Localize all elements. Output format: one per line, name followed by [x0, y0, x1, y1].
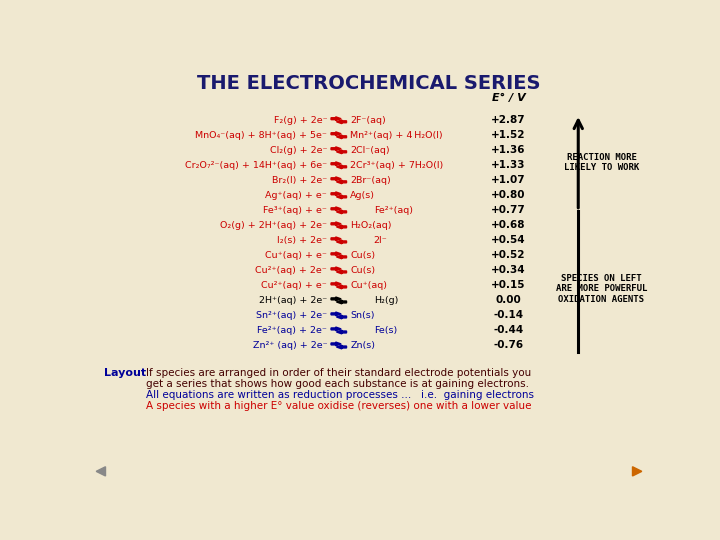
Text: +1.36: +1.36: [491, 145, 526, 156]
FancyArrow shape: [336, 315, 346, 319]
FancyArrow shape: [331, 312, 341, 316]
Text: Br₂(l) + 2e⁻: Br₂(l) + 2e⁻: [272, 176, 327, 185]
FancyArrow shape: [336, 240, 346, 244]
Text: THE ELECTROCHEMICAL SERIES: THE ELECTROCHEMICAL SERIES: [197, 74, 541, 93]
Text: 2H⁺(aq) + 2e⁻: 2H⁺(aq) + 2e⁻: [259, 296, 327, 305]
Polygon shape: [632, 467, 642, 476]
FancyArrow shape: [336, 120, 346, 124]
Text: Cl₂(g) + 2e⁻: Cl₂(g) + 2e⁻: [270, 146, 327, 155]
Text: Fe²⁺(aq) + 2e⁻: Fe²⁺(aq) + 2e⁻: [257, 326, 327, 335]
FancyArrow shape: [331, 177, 341, 181]
Text: Sn²⁺(aq) + 2e⁻: Sn²⁺(aq) + 2e⁻: [256, 311, 327, 320]
Text: Fe(s): Fe(s): [374, 326, 397, 335]
Text: 2Br⁻(aq): 2Br⁻(aq): [351, 176, 391, 185]
Text: 2Cr³⁺(aq) + 7H₂O(l): 2Cr³⁺(aq) + 7H₂O(l): [351, 161, 444, 170]
FancyArrow shape: [336, 300, 346, 304]
Text: Cu(s): Cu(s): [351, 266, 376, 275]
Text: +0.68: +0.68: [491, 220, 526, 231]
Text: Ag(s): Ag(s): [351, 191, 375, 200]
FancyArrow shape: [331, 237, 341, 241]
Text: F₂(g) + 2e⁻: F₂(g) + 2e⁻: [274, 116, 327, 125]
Text: MnO₄⁻(aq) + 8H⁺(aq) + 5e⁻: MnO₄⁻(aq) + 8H⁺(aq) + 5e⁻: [195, 131, 327, 140]
FancyArrow shape: [331, 147, 341, 151]
Text: +1.33: +1.33: [491, 160, 526, 170]
Text: Zn(s): Zn(s): [351, 341, 375, 350]
Text: 2F⁻(aq): 2F⁻(aq): [351, 116, 386, 125]
Text: 0.00: 0.00: [495, 295, 521, 306]
Text: +2.87: +2.87: [491, 115, 526, 125]
Text: -0.14: -0.14: [493, 310, 523, 320]
FancyArrow shape: [336, 285, 346, 289]
Text: -0.76: -0.76: [493, 340, 523, 350]
FancyArrow shape: [336, 135, 346, 139]
Text: +1.07: +1.07: [491, 176, 526, 185]
Text: Cu(s): Cu(s): [351, 251, 376, 260]
FancyArrow shape: [331, 132, 341, 136]
FancyArrow shape: [336, 225, 346, 229]
FancyArrow shape: [331, 207, 341, 211]
Text: I₂(s) + 2e⁻: I₂(s) + 2e⁻: [277, 236, 327, 245]
FancyArrow shape: [331, 297, 341, 301]
Text: +0.34: +0.34: [491, 265, 526, 275]
Text: Cr₂O₇²⁻(aq) + 14H⁺(aq) + 6e⁻: Cr₂O₇²⁻(aq) + 14H⁺(aq) + 6e⁻: [185, 161, 327, 170]
Text: Mn²⁺(aq) + 4 H₂O(l): Mn²⁺(aq) + 4 H₂O(l): [351, 131, 443, 140]
FancyArrow shape: [336, 330, 346, 334]
FancyArrow shape: [331, 282, 341, 286]
FancyArrow shape: [331, 327, 341, 331]
Text: O₂(g) + 2H⁺(aq) + 2e⁻: O₂(g) + 2H⁺(aq) + 2e⁻: [220, 221, 327, 230]
FancyArrow shape: [336, 270, 346, 274]
Text: A species with a higher E° value oxidise (reverses) one with a lower value: A species with a higher E° value oxidise…: [145, 401, 531, 410]
FancyArrow shape: [331, 117, 341, 120]
Text: Fe³⁺(aq) + e⁻: Fe³⁺(aq) + e⁻: [264, 206, 327, 215]
FancyArrow shape: [331, 267, 341, 271]
FancyArrow shape: [331, 222, 341, 226]
FancyArrow shape: [336, 210, 346, 214]
Text: +0.15: +0.15: [491, 280, 526, 291]
Text: Cu²⁺(aq) + 2e⁻: Cu²⁺(aq) + 2e⁻: [256, 266, 327, 275]
FancyArrow shape: [336, 345, 346, 349]
Text: 2I⁻: 2I⁻: [374, 236, 387, 245]
Text: +0.54: +0.54: [491, 235, 526, 245]
Text: 2Cl⁻(aq): 2Cl⁻(aq): [351, 146, 390, 155]
FancyArrow shape: [331, 252, 341, 256]
Text: Cu⁺(aq): Cu⁺(aq): [351, 281, 387, 290]
Text: +0.77: +0.77: [491, 205, 526, 215]
FancyArrow shape: [336, 150, 346, 154]
Text: -0.44: -0.44: [493, 326, 523, 335]
FancyArrow shape: [336, 195, 346, 199]
Text: +1.52: +1.52: [491, 130, 526, 140]
Text: H₂O₂(aq): H₂O₂(aq): [351, 221, 392, 230]
Text: REACTION MORE
LIKELY TO WORK: REACTION MORE LIKELY TO WORK: [564, 153, 639, 172]
FancyArrow shape: [331, 342, 341, 346]
Text: Fe²⁺(aq): Fe²⁺(aq): [374, 206, 413, 215]
Text: +0.52: +0.52: [491, 251, 526, 260]
Text: SPECIES ON LEFT
ARE MORE POWERFUL
OXIDATION AGENTS: SPECIES ON LEFT ARE MORE POWERFUL OXIDAT…: [556, 274, 647, 304]
Text: +0.80: +0.80: [491, 190, 526, 200]
Text: Ag⁺(aq) + e⁻: Ag⁺(aq) + e⁻: [266, 191, 327, 200]
Text: get a series that shows how good each substance is at gaining electrons.: get a series that shows how good each su…: [145, 379, 528, 389]
Text: Sn(s): Sn(s): [351, 311, 375, 320]
FancyArrow shape: [336, 255, 346, 259]
Text: Layout: Layout: [104, 368, 146, 378]
Text: Cu⁺(aq) + e⁻: Cu⁺(aq) + e⁻: [265, 251, 327, 260]
Text: Cu²⁺(aq) + e⁻: Cu²⁺(aq) + e⁻: [261, 281, 327, 290]
Text: If species are arranged in order of their standard electrode potentials you: If species are arranged in order of thei…: [145, 368, 531, 378]
FancyArrow shape: [336, 180, 346, 184]
Text: Zn²⁺ (aq) + 2e⁻: Zn²⁺ (aq) + 2e⁻: [253, 341, 327, 350]
Text: E° / V: E° / V: [492, 93, 526, 103]
Text: H₂(g): H₂(g): [374, 296, 398, 305]
FancyArrow shape: [331, 162, 341, 166]
Text: All equations are written as reduction processes ...   i.e.  gaining electrons: All equations are written as reduction p…: [145, 390, 534, 400]
FancyArrow shape: [331, 192, 341, 195]
Polygon shape: [96, 467, 106, 476]
FancyArrow shape: [336, 165, 346, 168]
